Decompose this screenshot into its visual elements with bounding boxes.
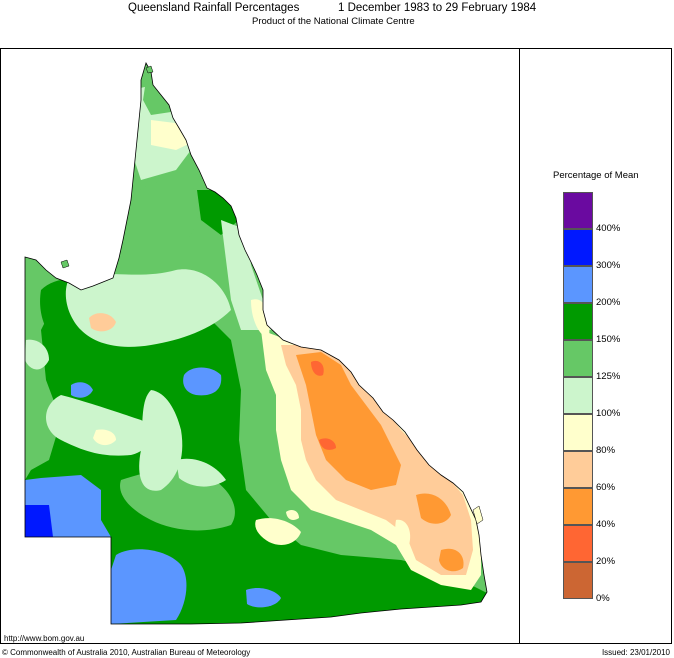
map-subtitle: Product of the National Climate Centre bbox=[252, 16, 415, 27]
queensland-rainfall-map bbox=[24, 61, 488, 625]
legend-tick-label: 100% bbox=[596, 408, 621, 419]
island-2 bbox=[472, 505, 484, 525]
legend-swatch bbox=[563, 192, 593, 229]
copyright-notice: © Commonwealth of Australia 2010, Austra… bbox=[2, 648, 251, 657]
map-title: Queensland Rainfall Percentages bbox=[128, 2, 300, 14]
island-3 bbox=[60, 259, 70, 269]
legend-tick-label: 60% bbox=[596, 482, 616, 493]
rainfall-zones bbox=[25, 63, 487, 624]
legend-swatch bbox=[563, 562, 593, 599]
legend-swatch bbox=[563, 266, 593, 303]
legend-tick-label: 150% bbox=[596, 334, 621, 345]
legend-swatch bbox=[563, 340, 593, 377]
legend-swatch bbox=[563, 303, 593, 340]
legend-swatch bbox=[563, 488, 593, 525]
legend-tick-label: 0% bbox=[596, 593, 610, 604]
legend-tick-label: 40% bbox=[596, 519, 616, 530]
legend-swatch bbox=[563, 525, 593, 562]
legend-divider bbox=[519, 48, 520, 644]
map-period: 1 December 1983 to 29 February 1984 bbox=[338, 2, 537, 14]
legend-title: Percentage of Mean bbox=[553, 170, 639, 181]
legend-tick-label: 80% bbox=[596, 445, 616, 456]
legend-swatch bbox=[563, 377, 593, 414]
map-frame bbox=[0, 48, 672, 644]
legend-tick-label: 20% bbox=[596, 556, 616, 567]
legend-tick-label: 400% bbox=[596, 223, 621, 234]
map-header: Queensland Rainfall Percentages 1 Decemb… bbox=[0, 0, 674, 27]
source-url[interactable]: http://www.bom.gov.au bbox=[4, 634, 85, 643]
legend-swatch bbox=[563, 414, 593, 451]
legend-colorbar bbox=[563, 192, 593, 599]
legend-tick-label: 300% bbox=[596, 260, 621, 271]
legend-swatch bbox=[563, 229, 593, 266]
legend-tick-label: 125% bbox=[596, 371, 621, 382]
legend-tick-label: 200% bbox=[596, 297, 621, 308]
island-1 bbox=[145, 65, 154, 74]
queensland-outline bbox=[24, 61, 488, 625]
legend-swatch bbox=[563, 451, 593, 488]
issued-date: Issued: 23/01/2010 bbox=[601, 648, 670, 657]
